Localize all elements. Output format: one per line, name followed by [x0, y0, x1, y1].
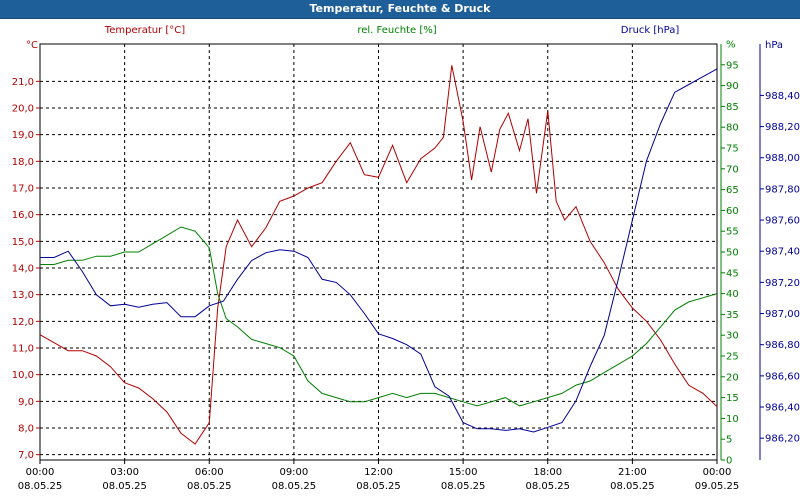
x-tick-label-time: 15:00	[449, 467, 478, 478]
humidity-tick-label: 0	[726, 456, 732, 467]
legend-humidity: rel. Feuchte [%]	[357, 25, 436, 36]
title-bar: Temperatur, Feuchte & Druck	[0, 0, 800, 19]
axis-ticks: 00:00 08.05.25 03:00 08.05.25 06:00 08.05.25 0…	[12, 40, 800, 493]
x-tick-label-time: 00:00	[26, 467, 55, 478]
x-tick-label-time: 12:00	[364, 467, 393, 478]
humidity-tick-label: 15	[726, 393, 739, 404]
pressure-tick-label: 987,40	[765, 247, 800, 258]
temperature-tick-label: 14,0	[12, 264, 34, 275]
pressure-tick-label: 987,60	[765, 216, 800, 227]
humidity-tick-label: 20	[726, 372, 739, 383]
pressure-tick-label: 988,40	[765, 91, 800, 102]
x-tick-label-time: 21:00	[618, 467, 647, 478]
x-tick-label-date: 08.05.25	[610, 481, 655, 492]
humidity-tick-label: 5	[726, 435, 732, 446]
temperature-tick-label: 12,0	[12, 317, 34, 328]
x-tick-label-date: 08.05.25	[272, 481, 317, 492]
pressure-tick-label: 987,80	[765, 184, 800, 195]
x-tick-label-time: 03:00	[110, 467, 139, 478]
humidity-tick-label: 80	[726, 123, 739, 134]
x-tick-label-date: 08.05.25	[441, 481, 486, 492]
temperature-series-line	[39, 65, 718, 445]
x-tick-label-date: 08.05.25	[356, 481, 401, 492]
humidity-tick-label: 75	[726, 144, 739, 155]
humidity-tick-label: 60	[726, 206, 739, 217]
temperature-tick-label: 9,0	[18, 397, 34, 408]
humidity-tick-label: 70	[726, 164, 739, 175]
temperature-tick-label: 18,0	[12, 157, 34, 168]
humidity-tick-label: 95	[726, 60, 739, 71]
x-tick-label-date: 08.05.25	[102, 481, 147, 492]
humidity-tick-label: 30	[726, 331, 739, 342]
x-tick-label-date: 09.05.25	[695, 481, 740, 492]
temperature-tick-label: 10,0	[12, 370, 34, 381]
temperature-unit-label: °C	[26, 40, 38, 51]
legend-pressure: Druck [hPa]	[621, 25, 680, 36]
x-tick-label-time: 06:00	[195, 467, 224, 478]
humidity-tick-label: 10	[726, 414, 739, 425]
legend: Temperatur [°C] rel. Feuchte [%] Druck [hP…	[104, 25, 680, 36]
x-tick-label-time: 09:00	[279, 467, 308, 478]
temperature-tick-label: 21,0	[12, 77, 34, 88]
humidity-tick-label: 45	[726, 268, 739, 279]
temperature-tick-label: 20,0	[12, 104, 34, 115]
pressure-tick-label: 986,80	[765, 340, 800, 351]
window-title: Temperatur, Feuchte & Druck	[309, 2, 491, 15]
humidity-tick-label: 85	[726, 102, 739, 113]
legend-temperature: Temperatur [°C]	[104, 25, 185, 36]
pressure-tick-label: 988,20	[765, 122, 800, 133]
x-tick-label-date: 08.05.25	[525, 481, 570, 492]
humidity-tick-label: 65	[726, 185, 739, 196]
pressure-unit-label: hPa	[765, 40, 783, 51]
series-lines	[39, 65, 718, 445]
pressure-tick-label: 987,00	[765, 309, 800, 320]
pressure-series-line	[40, 68, 718, 433]
humidity-tick-label: 25	[726, 352, 739, 363]
temperature-tick-label: 8,0	[18, 424, 34, 435]
humidity-tick-label: 35	[726, 310, 739, 321]
humidity-series-line	[40, 226, 718, 407]
temperature-tick-label: 11,0	[12, 344, 34, 355]
temperature-tick-label: 15,0	[12, 237, 34, 248]
pressure-tick-label: 986,40	[765, 403, 800, 414]
temperature-tick-label: 13,0	[12, 290, 34, 301]
humidity-tick-label: 90	[726, 81, 739, 92]
x-tick-label-date: 08.05.25	[18, 481, 63, 492]
x-tick-label-time: 00:00	[703, 467, 732, 478]
humidity-tick-label: 55	[726, 227, 739, 238]
temperature-tick-label: 16,0	[12, 210, 34, 221]
pressure-tick-label: 986,20	[765, 434, 800, 445]
temperature-tick-label: 7,0	[18, 450, 34, 461]
pressure-tick-label: 988,00	[765, 153, 800, 164]
x-tick-label-time: 18:00	[533, 467, 562, 478]
temperature-tick-label: 19,0	[12, 130, 34, 141]
grid-lines	[39, 43, 718, 461]
humidity-tick-label: 40	[726, 289, 739, 300]
humidity-unit-label: %	[726, 40, 736, 51]
temperature-tick-label: 17,0	[12, 184, 34, 195]
pressure-tick-label: 987,20	[765, 278, 800, 289]
x-tick-label-date: 08.05.25	[187, 481, 232, 492]
humidity-tick-label: 50	[726, 248, 739, 259]
pressure-tick-label: 986,60	[765, 371, 800, 382]
